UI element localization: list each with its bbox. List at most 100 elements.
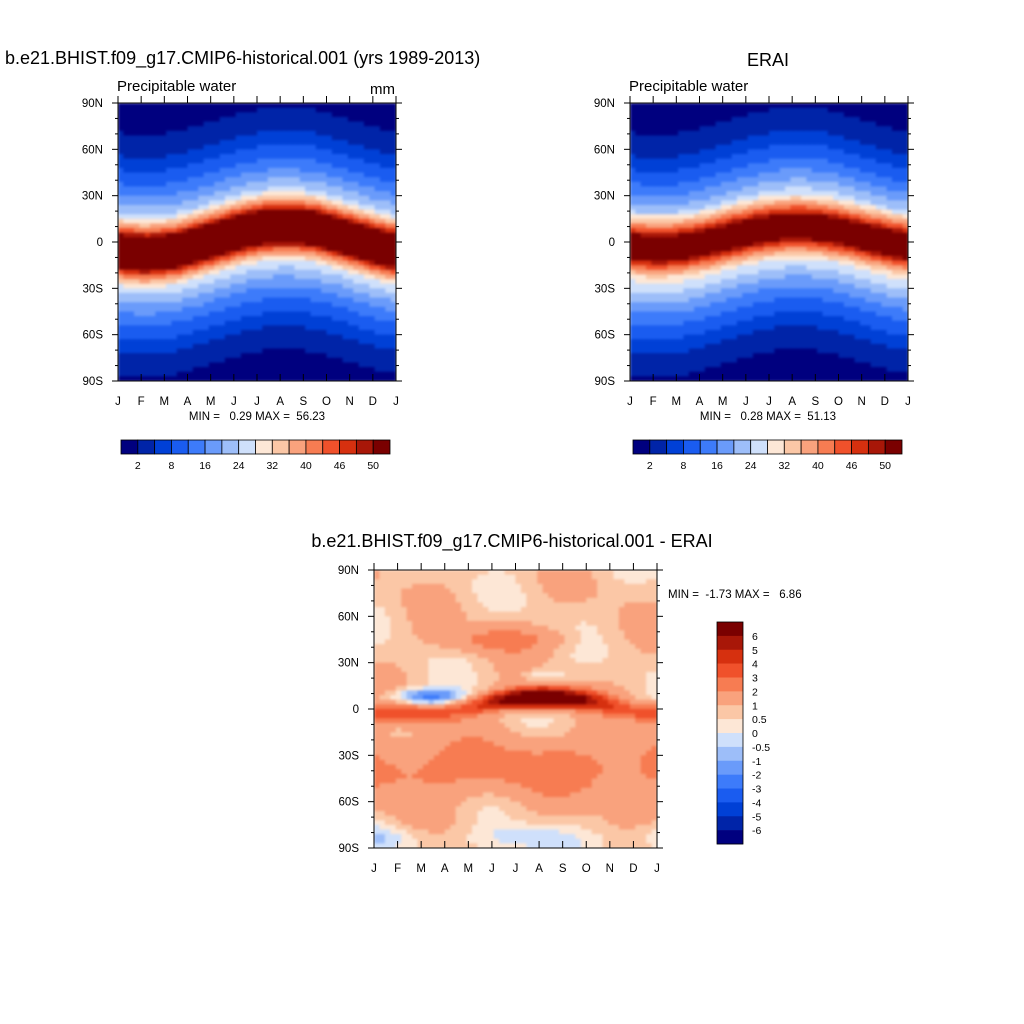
heatmap-cell	[779, 214, 786, 220]
heatmap-cell	[246, 288, 253, 294]
heatmap-cell	[763, 158, 770, 164]
heatmap-cell	[257, 126, 263, 132]
heatmap-cell	[257, 316, 263, 322]
heatmap-cell	[273, 103, 279, 109]
heatmap-cell	[246, 334, 253, 340]
heatmap-cell	[310, 186, 317, 192]
heatmap-cell	[630, 177, 636, 183]
heatmap-cell	[726, 218, 733, 225]
heatmap-cell	[699, 121, 706, 127]
heatmap-cell	[640, 149, 647, 155]
heatmap-cell	[838, 167, 845, 174]
heatmap-cell	[144, 357, 151, 364]
heatmap-cell	[715, 149, 722, 155]
heatmap-cell	[688, 158, 695, 164]
heatmap-cell	[363, 126, 370, 132]
heatmap-cell	[128, 112, 135, 118]
heatmap-cell	[214, 163, 221, 169]
heatmap-cell	[283, 242, 290, 248]
heatmap-cell	[758, 232, 765, 238]
heatmap-cell	[646, 195, 652, 201]
heatmap-cell	[160, 302, 167, 308]
heatmap-cell	[865, 191, 872, 197]
heatmap-cell	[294, 116, 301, 123]
heatmap-cell	[353, 283, 360, 289]
heatmap-cell	[795, 112, 802, 118]
heatmap-cell	[203, 158, 210, 164]
heatmap-cell	[790, 251, 797, 257]
heatmap-cell	[273, 204, 279, 211]
heatmap-cell	[731, 209, 738, 215]
heatmap-cell	[774, 181, 781, 187]
heatmap-cell	[251, 269, 258, 276]
heatmap-cell	[667, 116, 674, 123]
heatmap-cell	[646, 163, 652, 169]
heatmap-cell	[315, 209, 322, 215]
heatmap-cell	[331, 343, 338, 350]
heatmap-cell	[139, 218, 146, 225]
heatmap-cell	[358, 107, 365, 113]
y-tick-label: 30S	[83, 283, 104, 295]
heatmap-cell	[289, 144, 296, 150]
heatmap-cell	[763, 209, 770, 215]
heatmap-cell	[208, 209, 215, 215]
heatmap-cell	[326, 353, 333, 359]
heatmap-cell	[321, 121, 328, 127]
heatmap-cell	[736, 186, 743, 192]
heatmap-cell	[171, 330, 178, 336]
heatmap-cell	[342, 186, 349, 192]
heatmap-cell	[219, 330, 226, 336]
heatmap-cell	[214, 130, 221, 137]
heatmap-cell	[715, 223, 722, 229]
heatmap-cell	[331, 283, 338, 289]
heatmap-cell	[187, 367, 194, 373]
heatmap-cell	[630, 246, 636, 252]
heatmap-cell	[342, 320, 349, 326]
heatmap-cell	[214, 306, 221, 313]
heatmap-cell	[374, 172, 381, 178]
heatmap-cell	[891, 126, 898, 132]
heatmap-cell	[353, 353, 360, 359]
heatmap-cell	[321, 339, 328, 345]
heatmap-cell	[678, 191, 685, 197]
heatmap-cell	[257, 112, 263, 118]
heatmap-cell	[881, 126, 888, 132]
heatmap-cell	[262, 330, 269, 336]
heatmap-cell	[198, 177, 205, 183]
heatmap-cell	[385, 343, 392, 350]
heatmap-cell	[630, 181, 636, 187]
heatmap-cell	[363, 246, 370, 252]
heatmap-cell	[203, 172, 210, 178]
heatmap-cell	[251, 204, 258, 211]
heatmap-cell	[838, 242, 845, 248]
heatmap-cell	[742, 251, 749, 257]
heatmap-cell	[246, 181, 253, 187]
heatmap-cell	[369, 130, 376, 137]
heatmap-cell	[369, 274, 376, 280]
heatmap-cell	[176, 269, 183, 276]
heatmap-cell	[385, 103, 392, 109]
heatmap-cell	[347, 223, 354, 229]
heatmap-cell	[224, 302, 231, 308]
heatmap-cell	[246, 116, 253, 123]
heatmap-cell	[118, 302, 124, 308]
heatmap-cell	[651, 140, 658, 146]
heatmap-cell	[235, 200, 242, 206]
heatmap-cell	[385, 149, 392, 155]
heatmap-cell	[326, 320, 333, 326]
heatmap-cell	[891, 195, 898, 201]
heatmap-cell	[811, 237, 818, 243]
heatmap-cell	[305, 204, 312, 211]
heatmap-cell	[742, 144, 749, 150]
heatmap-cell	[651, 163, 658, 169]
heatmap-cell	[251, 218, 258, 225]
heatmap-cell	[251, 181, 258, 187]
heatmap-cell	[326, 330, 333, 336]
heatmap-cell	[758, 130, 765, 137]
heatmap-cell	[358, 353, 365, 359]
heatmap-cell	[385, 334, 392, 340]
heatmap-cell	[208, 112, 215, 118]
heatmap-cell	[656, 223, 663, 229]
heatmap-cell	[182, 265, 189, 271]
heatmap-cell	[752, 153, 759, 160]
